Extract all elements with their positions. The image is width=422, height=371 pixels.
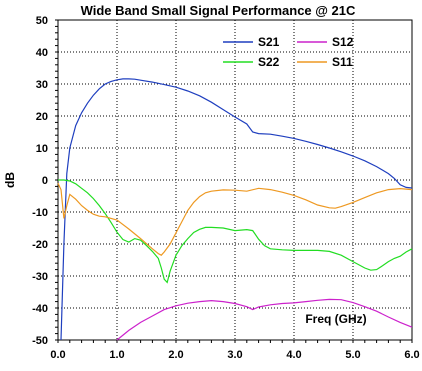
x-tick-label: 2.0 <box>168 349 183 361</box>
y-tick-label: 50 <box>36 15 48 27</box>
series-line-s11 <box>57 182 413 256</box>
x-tick-label: 1.0 <box>109 349 124 361</box>
tick-labels: 50 40 30 20 10 0 -10 -20 -30 -40 -500.0 1.0 2.0 3.0 4.… <box>32 15 420 361</box>
y-tick-label: 10 <box>36 143 48 155</box>
y-tick-label: -40 <box>32 303 48 315</box>
series-line-s21 <box>60 78 413 341</box>
grid <box>55 19 413 343</box>
x-tick-label: 3.0 <box>227 349 242 361</box>
legend-label-s12: S12 <box>332 35 354 49</box>
chart-title: Wide Band Small Signal Performance @ 21C <box>81 3 356 18</box>
y-tick-label: 40 <box>36 47 48 59</box>
x-axis-label: Freq (GHz) <box>305 312 366 326</box>
x-tick-label: 4.0 <box>286 349 301 361</box>
y-tick-label: -50 <box>32 335 48 347</box>
x-tick-label: 5.0 <box>345 349 360 361</box>
series-line-s12 <box>116 298 413 341</box>
series-line-s22 <box>58 179 413 284</box>
y-tick-label: -10 <box>32 207 48 219</box>
y-tick-label: -30 <box>32 271 48 283</box>
y-tick-label: -20 <box>32 239 48 251</box>
legend-label-s22: S22 <box>258 55 280 69</box>
x-tick-label: 6.0 <box>404 349 419 361</box>
y-tick-label: 20 <box>36 111 48 123</box>
legend-label-s21: S21 <box>258 35 280 49</box>
x-tick-label: 0.0 <box>50 349 65 361</box>
legend-label-s11: S11 <box>332 55 353 69</box>
y-tick-label: 30 <box>36 79 48 91</box>
y-axis-label: dB <box>3 172 17 188</box>
legend: S21 S12 S22 S11 <box>223 35 354 69</box>
series-lines <box>57 78 413 341</box>
y-tick-label: 0 <box>42 175 48 187</box>
